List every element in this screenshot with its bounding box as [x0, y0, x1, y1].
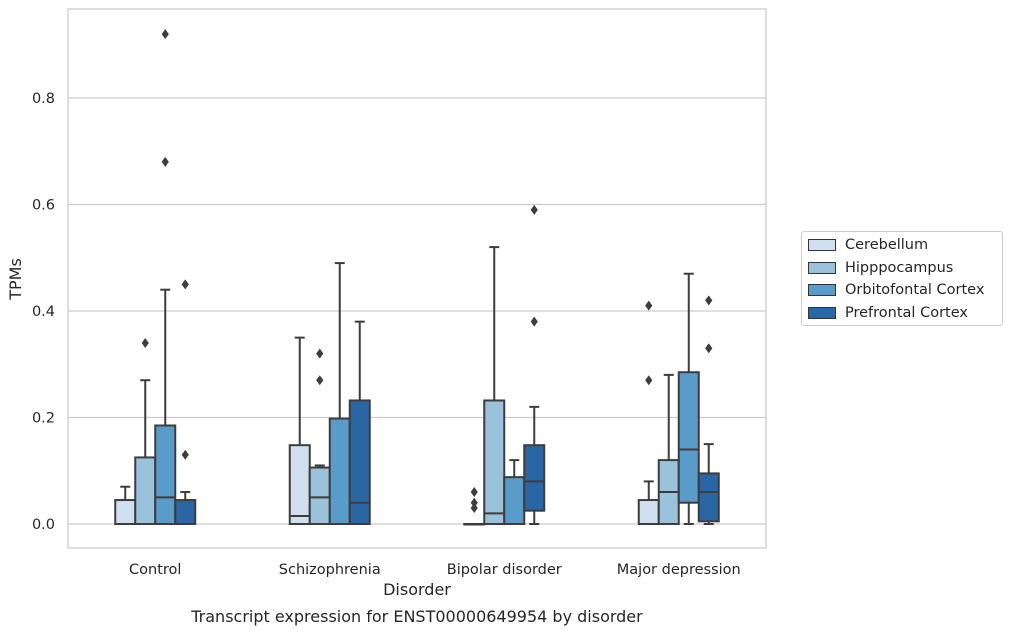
- box-iqr: [637, 499, 660, 526]
- outlier-point: [470, 487, 478, 498]
- outlier-point: [530, 316, 538, 327]
- legend-swatch-orbitofrontal: [808, 284, 836, 296]
- box-3-1: [348, 320, 371, 525]
- box-0-0: [114, 485, 137, 526]
- box-iqr: [328, 417, 351, 525]
- figure-caption: Transcript expression for ENST0000064995…: [191, 607, 643, 626]
- box-iqr: [134, 456, 157, 525]
- box-iqr: [114, 499, 137, 526]
- box-iqr: [483, 399, 506, 525]
- box-3-2: [523, 204, 546, 525]
- y-tick-label: 0.6: [32, 198, 55, 214]
- plot-frame: [67, 8, 767, 549]
- legend-swatch-prefrontal: [808, 307, 836, 319]
- tick-labels: 0.0 0.2 0.4 0.6 0.8 Control Schizophrenia Bipol…: [32, 91, 741, 578]
- box-iqr: [677, 371, 700, 504]
- box-iqr: [503, 476, 526, 526]
- box-1-2: [483, 246, 506, 525]
- x-tick-label: Control: [129, 562, 181, 578]
- y-axis-label: TPMs: [6, 258, 25, 301]
- outlier-point: [181, 449, 189, 460]
- box-3-3: [697, 295, 720, 525]
- x-tick-label: Major depression: [617, 562, 741, 578]
- box-1-0: [134, 337, 157, 525]
- box-iqr: [288, 444, 311, 525]
- outlier-point: [316, 348, 324, 359]
- box-2-0: [154, 29, 177, 525]
- outlier-point: [470, 503, 478, 514]
- box-iqr: [154, 424, 177, 525]
- outlier-point: [316, 375, 324, 386]
- legend-label-prefrontal: Prefrontal Cortex: [845, 305, 968, 321]
- legend-swatch-cerebellum: [808, 239, 836, 251]
- box-iqr: [697, 472, 720, 523]
- outlier-point: [470, 497, 478, 508]
- x-tick-label: Schizophrenia: [279, 562, 381, 578]
- legend-item-hippocampus: Hipppocampus: [808, 259, 953, 277]
- legend-label-orbitofrontal: Orbitofontal Cortex: [845, 282, 985, 298]
- outlier-point: [645, 375, 653, 386]
- outlier-point: [705, 343, 713, 354]
- box-1-1: [308, 348, 331, 525]
- y-tick-label: 0.4: [32, 304, 55, 320]
- legend: Cerebellum Hipppocampus Orbitofontal Cor…: [801, 231, 1003, 326]
- y-tick-label: 0.8: [32, 91, 55, 107]
- box-iqr: [523, 444, 546, 512]
- box-2-2: [503, 459, 526, 526]
- legend-label-hippocampus: Hipppocampus: [845, 260, 954, 276]
- outlier-point: [645, 300, 653, 311]
- legend-swatch-hippocampus: [808, 262, 836, 274]
- y-tick-label: 0.0: [32, 517, 55, 533]
- outlier-point: [181, 279, 189, 290]
- outlier-point: [705, 295, 713, 306]
- legend-item-prefrontal: Prefrontal Cortex: [808, 304, 968, 322]
- outlier-point: [141, 337, 149, 348]
- outlier-point: [161, 29, 169, 40]
- legend-item-cerebellum: Cerebellum: [808, 236, 928, 254]
- box-2-3: [677, 272, 700, 525]
- outlier-point: [161, 156, 169, 167]
- box-layer: [114, 29, 720, 526]
- outlier-point: [530, 204, 538, 215]
- box-3-0: [174, 279, 197, 526]
- box-iqr: [174, 499, 197, 526]
- box-2-1: [328, 262, 351, 525]
- box-iqr: [348, 399, 371, 525]
- box-0-1: [288, 336, 311, 525]
- y-tick-label: 0.2: [32, 411, 55, 427]
- box-0-3: [637, 300, 660, 526]
- x-tick-label: Bipolar disorder: [447, 562, 562, 578]
- legend-label-cerebellum: Cerebellum: [845, 237, 929, 253]
- x-axis-label: Disorder: [383, 580, 451, 599]
- box-1-3: [657, 373, 680, 526]
- box-0-2: [463, 487, 486, 526]
- legend-item-orbitofrontal: Orbitofontal Cortex: [808, 281, 984, 299]
- box-iqr: [308, 466, 331, 525]
